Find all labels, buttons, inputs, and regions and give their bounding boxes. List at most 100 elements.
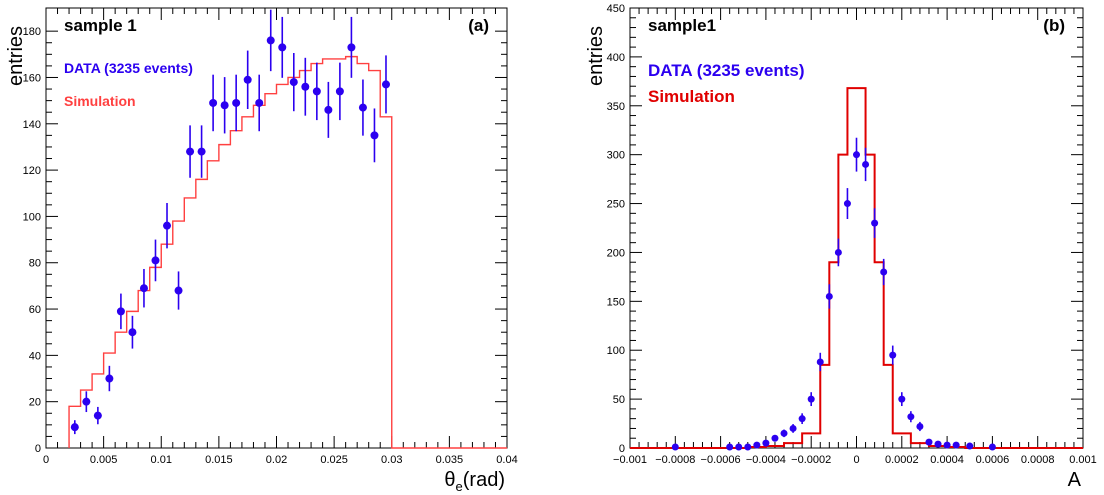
y-tick-label: 100 [607, 345, 625, 357]
data-point [798, 415, 806, 423]
data-point [151, 256, 160, 265]
data-point [834, 248, 842, 256]
data-point [278, 43, 287, 52]
x-tick-label: 0.0006 [976, 454, 1010, 466]
y-tick-label: 40 [29, 350, 41, 362]
data-point [255, 98, 264, 107]
x-tick-label: 0 [43, 454, 49, 466]
data-point [301, 82, 310, 91]
data-point [898, 395, 906, 403]
y-axis-title: entries [5, 26, 27, 86]
data-point [853, 151, 860, 159]
x-tick-label: −0.0002 [791, 454, 831, 466]
y-tick-label: 60 [29, 304, 41, 316]
data-point [871, 219, 879, 227]
data-point [771, 434, 779, 442]
legend-data: DATA (3235 events) [64, 60, 193, 76]
data-point [370, 131, 379, 140]
data-point [128, 328, 137, 337]
data-point [312, 87, 321, 96]
data-point [105, 374, 114, 383]
legend-simulation: Simulation [648, 87, 735, 106]
y-tick-label: 300 [607, 150, 625, 162]
y-tick-label: 400 [607, 52, 625, 64]
panel-a-chart: 0 0.005 0.01 0.015 0.02 0.025 0.03 0.035 0.04 0 20… [5, 7, 518, 494]
data-point [197, 147, 206, 156]
data-point [139, 284, 148, 293]
data-point [671, 443, 679, 451]
data-point [726, 443, 734, 451]
y-tick-label: 20 [29, 397, 41, 409]
y-tick-label: 0 [35, 443, 41, 455]
y-tick-label: 50 [613, 394, 625, 406]
x-tick-label: 0.03 [381, 454, 402, 466]
x-tick-label: −0.0008 [655, 454, 695, 466]
x-tick-label: 0.04 [496, 454, 517, 466]
x-axis-title: A [1068, 469, 1082, 491]
y-tick-label: 150 [607, 296, 625, 308]
data-point [266, 36, 275, 45]
y-tick-label: 80 [29, 258, 41, 270]
data-point [916, 422, 924, 430]
x-tick-label: 0.01 [151, 454, 172, 466]
data-point [762, 439, 770, 447]
y-tick-label: 350 [607, 101, 625, 113]
data-point [174, 286, 183, 295]
data-point [220, 101, 229, 110]
simulation-step-line [68, 55, 507, 449]
x-tick-label: 0.0002 [885, 454, 919, 466]
y-axis-title: entries [585, 26, 607, 86]
data-point [243, 75, 252, 84]
data-point [807, 395, 815, 403]
data-point [744, 443, 752, 451]
x-tick-label: −0.001 [613, 454, 647, 466]
data-point [381, 80, 390, 89]
x-axis-title: θe(rad) [444, 469, 505, 494]
data-point [843, 200, 851, 208]
y-tick-label: 180 [23, 26, 41, 38]
data-point [289, 78, 298, 87]
data-point [186, 147, 195, 156]
data-point [943, 441, 951, 449]
panel-label: (a) [468, 16, 489, 35]
data-point [816, 358, 824, 366]
data-point [347, 43, 356, 52]
panel-label: (b) [1043, 16, 1065, 35]
data-point [82, 397, 91, 406]
x-tick-label: −0.0004 [746, 454, 786, 466]
legend-simulation: Simulation [64, 93, 136, 109]
x-tick-label: 0.0008 [1021, 454, 1055, 466]
y-tick-label: 200 [607, 247, 625, 259]
data-point [324, 105, 333, 114]
data-point [163, 221, 172, 230]
x-axis-title-subscript: e [456, 479, 463, 494]
x-tick-label: −0.0006 [701, 454, 741, 466]
data-point [70, 423, 79, 432]
x-axis-title-unit: (rad) [463, 469, 505, 491]
data-point [934, 440, 942, 448]
data-point [952, 441, 960, 449]
y-tick-label: 0 [619, 443, 625, 455]
x-tick-label: 0.005 [90, 454, 118, 466]
data-point [889, 351, 897, 359]
y-tick-label: 140 [23, 119, 41, 131]
data-point [862, 160, 870, 168]
panel-b-chart: −0.001 −0.0008 −0.0006 −0.0004 −0.0002 0 0.000… [585, 3, 1097, 491]
panel-title: sample 1 [64, 16, 137, 35]
data-point [925, 438, 933, 446]
data-point [988, 443, 996, 451]
panel-title: sample1 [648, 16, 716, 35]
y-tick-label: 120 [23, 165, 41, 177]
data-point [907, 413, 915, 421]
x-axis-title-symbol: θ [444, 469, 455, 491]
data-point [735, 443, 743, 451]
x-tick-label: 0.015 [205, 454, 233, 466]
y-tick-label: 250 [607, 199, 625, 211]
y-tick-label: 100 [23, 211, 41, 223]
legend-data: DATA (3235 events) [648, 61, 805, 80]
y-tick-label: 450 [607, 3, 625, 15]
x-tick-label: 0.02 [266, 454, 287, 466]
data-point [335, 87, 344, 96]
data-point [232, 98, 241, 107]
data-point [753, 441, 761, 449]
